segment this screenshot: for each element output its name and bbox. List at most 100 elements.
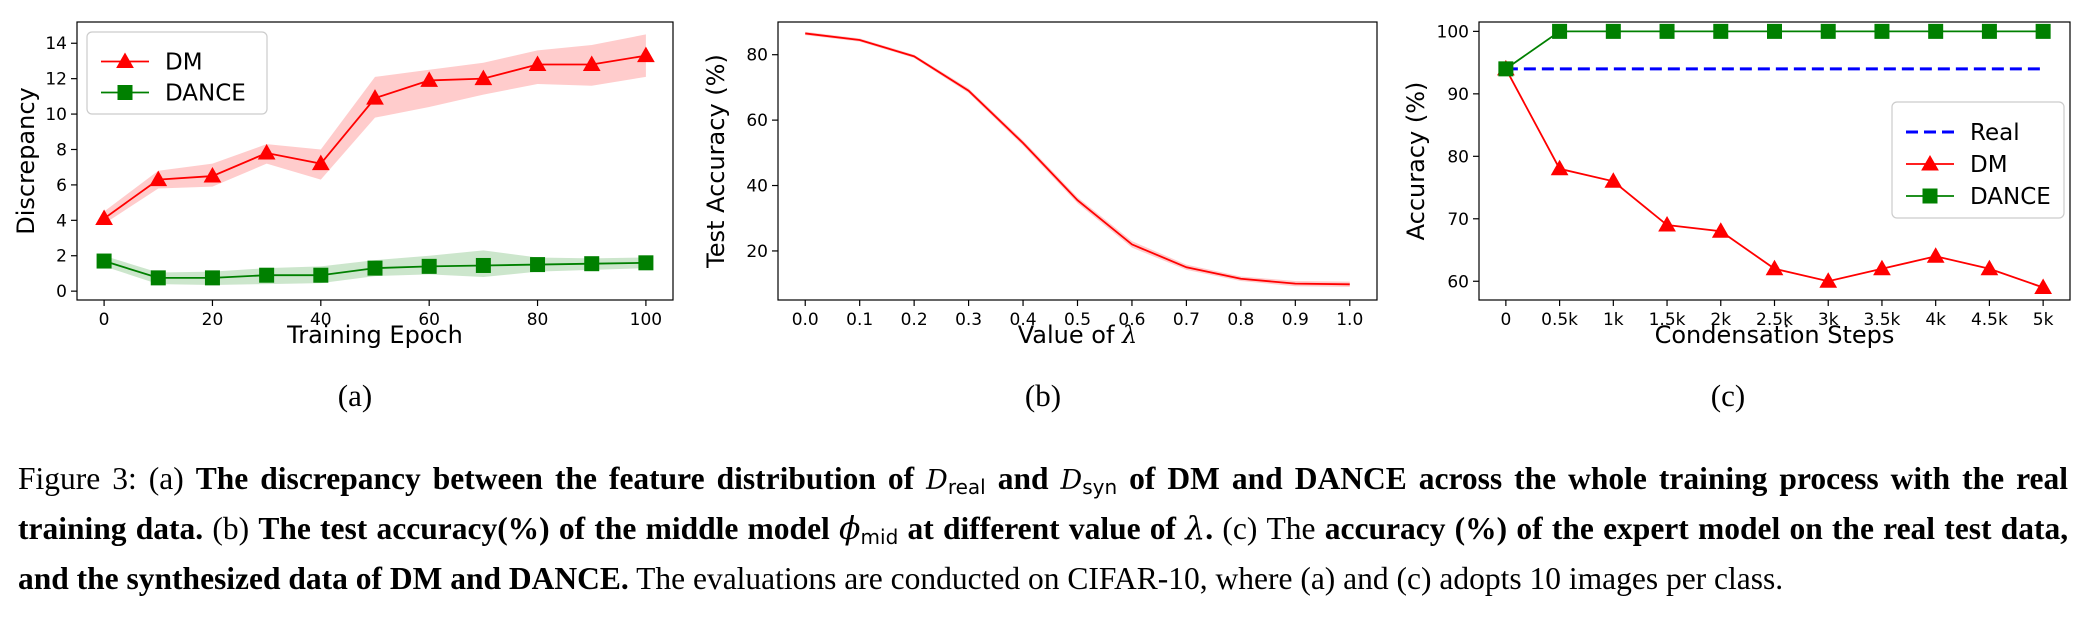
chart-a-xtick-label-3: 60 [418, 310, 440, 330]
caption-d-syn-symbol: D [1060, 465, 1083, 496]
chart-c-xtick-label-5: 2.5k [1756, 310, 1793, 330]
chart-c-ylabel: Accuracy (%) [1402, 82, 1430, 241]
chart-b-xtick-label-9: 0.9 [1282, 310, 1309, 330]
chart-b-xtick-label-2: 0.2 [901, 310, 928, 330]
figure-row: 0 20 40 60 80 100 0 2 4 6 8 10 12 14 Training Epoch Dis… [12, 21, 2071, 413]
caption-fig-label: Figure 3: [18, 461, 137, 496]
chart-b-xtick-label-7: 0.7 [1173, 310, 1200, 330]
chart-b-xtick-label-0: 0.0 [792, 310, 819, 330]
chart-a: 0 20 40 60 80 100 0 2 4 6 8 10 12 14 Training Epoch Dis… [12, 21, 674, 349]
caption-period: . [1205, 511, 1214, 546]
chart-c-xtick-label-4: 2k [1710, 310, 1731, 330]
chart-a-legend-label-1: DANCE [165, 81, 246, 107]
chart-c-series-2-point-8 [1928, 23, 1944, 39]
chart-c-xtick-label-6: 3k [1818, 310, 1839, 330]
chart-a-xtick-label-5: 100 [630, 310, 662, 330]
chart-c-series-1-point-1 [1550, 159, 1569, 176]
chart-a-series-0-point-3 [257, 144, 276, 160]
chart-c-series-2-point-5 [1767, 23, 1782, 39]
chart-b-xtick-label-10: 1.0 [1336, 310, 1363, 330]
chart-c-legend-label-2: DANCE [1970, 184, 2051, 210]
chart-b: 0.0 0.1 0.2 0.3 0.4 0.5 0.6 0.7 0.8 0.9 1.0 20 40 60 8… [702, 21, 1378, 349]
chart-c-xtick-label-9: 4.5k [1971, 310, 2008, 330]
chart-a-series-1-point-8 [530, 257, 546, 273]
chart-c-ytick-label-3: 90 [1447, 85, 1469, 105]
chart-b-xtick-label-5: 0.5 [1064, 310, 1091, 330]
chart-c-ytick-label-2: 80 [1447, 147, 1469, 167]
caption-tail: The evaluations are conducted on CIFAR-1… [636, 561, 1784, 596]
chart-a-ytick-label-3: 6 [56, 176, 67, 196]
caption-phi-symbol: ϕ [839, 511, 861, 547]
chart-a-series-1-point-6 [421, 258, 437, 274]
chart-a-series-0-point-7 [474, 69, 493, 86]
chart-a-series-0-point-4 [311, 154, 330, 171]
chart-c-legend-label-0: Real [1970, 120, 2020, 146]
chart-a-xtick-label-4: 80 [527, 310, 549, 330]
chart-a-series-1-point-3 [259, 267, 275, 283]
chart-b-xtick-label-4: 0.4 [1010, 310, 1037, 330]
chart-c-series-2-point-4 [1713, 23, 1729, 39]
chart-a-ytick-label-2: 4 [56, 211, 67, 231]
chart-b-band-0 [805, 31, 1350, 287]
chart-a-xtick-label-0: 0 [99, 310, 110, 330]
chart-a-series-0-point-0 [95, 209, 113, 226]
chart-c-series-2-point-2 [1605, 23, 1621, 39]
chart-c-series-1-point-4 [1711, 222, 1730, 238]
chart-a-series-1-point-10 [638, 255, 654, 271]
caption-b-mark: (b) [212, 511, 250, 546]
chart-c-legend-label-1: DM [1970, 152, 2008, 178]
chart-c-series-2-point-3 [1659, 23, 1675, 39]
caption-c-bold1: accuracy (%) of the [1324, 511, 1594, 546]
caption-c-mark: (c) The [1222, 511, 1316, 546]
chart-c: 0 0.5k 1k 1.5k 2k 2.5k 3k 3.5k 4k 4.5k 5k 60 70 80 90 1… [1402, 21, 2071, 349]
chart-c-xtick-label-10: 5k [2033, 310, 2054, 330]
caption-d-real-symbol: D [926, 465, 948, 496]
chart-b-xlabel-symbol: λ [1121, 321, 1137, 349]
panel-label-c: (c) [1710, 378, 1746, 413]
chart-b-frame [777, 21, 1378, 301]
chart-a-series-1-point-0 [96, 253, 112, 269]
chart-c-series-1-point-10 [2034, 278, 2052, 295]
caption-b-text2: at different value of [907, 511, 1177, 546]
chart-b-ylabel: Test Accuracy (%) [702, 54, 730, 269]
chart-c-ytick-label-0: 60 [1447, 272, 1469, 292]
chart-a-ytick-label-4: 8 [56, 140, 67, 160]
chart-a-series-1-point-2 [204, 270, 220, 286]
chart-c-legend-marker-1 [1921, 154, 1939, 171]
caption-b-text1: The test accuracy(%) of the middle model [258, 511, 830, 546]
chart-a-series-0-point-8 [528, 55, 547, 71]
chart-a-frame [76, 21, 674, 301]
chart-a-series-1-point-1 [150, 270, 166, 286]
chart-b-xtick-label-3: 0.3 [955, 310, 982, 330]
chart-b-ytick-label-0: 20 [746, 242, 768, 262]
chart-c-series-1-point-2 [1604, 172, 1623, 188]
chart-a-ytick-label-5: 10 [45, 105, 67, 125]
chart-a-series-1-point-9 [584, 256, 600, 272]
caption-sub-real: real [947, 475, 986, 499]
chart-b-xtick-label-8: 0.8 [1227, 310, 1254, 330]
chart-c-ytick-label-4: 100 [1437, 22, 1469, 42]
chart-a-series-0-point-2 [203, 167, 222, 183]
chart-a-ytick-label-1: 2 [56, 247, 67, 267]
chart-b-xtick-label-6: 0.6 [1118, 310, 1145, 330]
chart-c-series-2-point-6 [1820, 23, 1836, 39]
caption-lambda-symbol: λ [1185, 511, 1206, 547]
chart-c-ytick-label-1: 70 [1447, 210, 1469, 230]
chart-a-band-0 [104, 34, 646, 224]
chart-a-ytick-label-6: 12 [45, 70, 67, 90]
chart-a-ytick-label-0: 0 [56, 282, 67, 302]
chart-c-series-1-point-9 [1980, 259, 1999, 276]
chart-a-legend-marker-0 [116, 52, 134, 68]
panel-label-a: (a) [337, 378, 373, 413]
chart-c-series-1-point-3 [1658, 216, 1676, 232]
caption-and-word: and [997, 461, 1049, 496]
chart-c-series-2-point-0 [1498, 61, 1514, 77]
caption-sub-mid: mid [860, 525, 899, 549]
chart-b-series-0-line [805, 32, 1350, 286]
chart-c-xtick-label-7: 3.5k [1864, 310, 1901, 330]
chart-a-xtick-label-2: 40 [310, 310, 332, 330]
chart-b-ytick-label-1: 40 [746, 177, 768, 197]
chart-c-series-1-point-7 [1873, 259, 1891, 276]
chart-a-ylabel: Discrepancy [12, 87, 40, 235]
chart-c-xtick-label-1: 0.5k [1541, 310, 1578, 330]
